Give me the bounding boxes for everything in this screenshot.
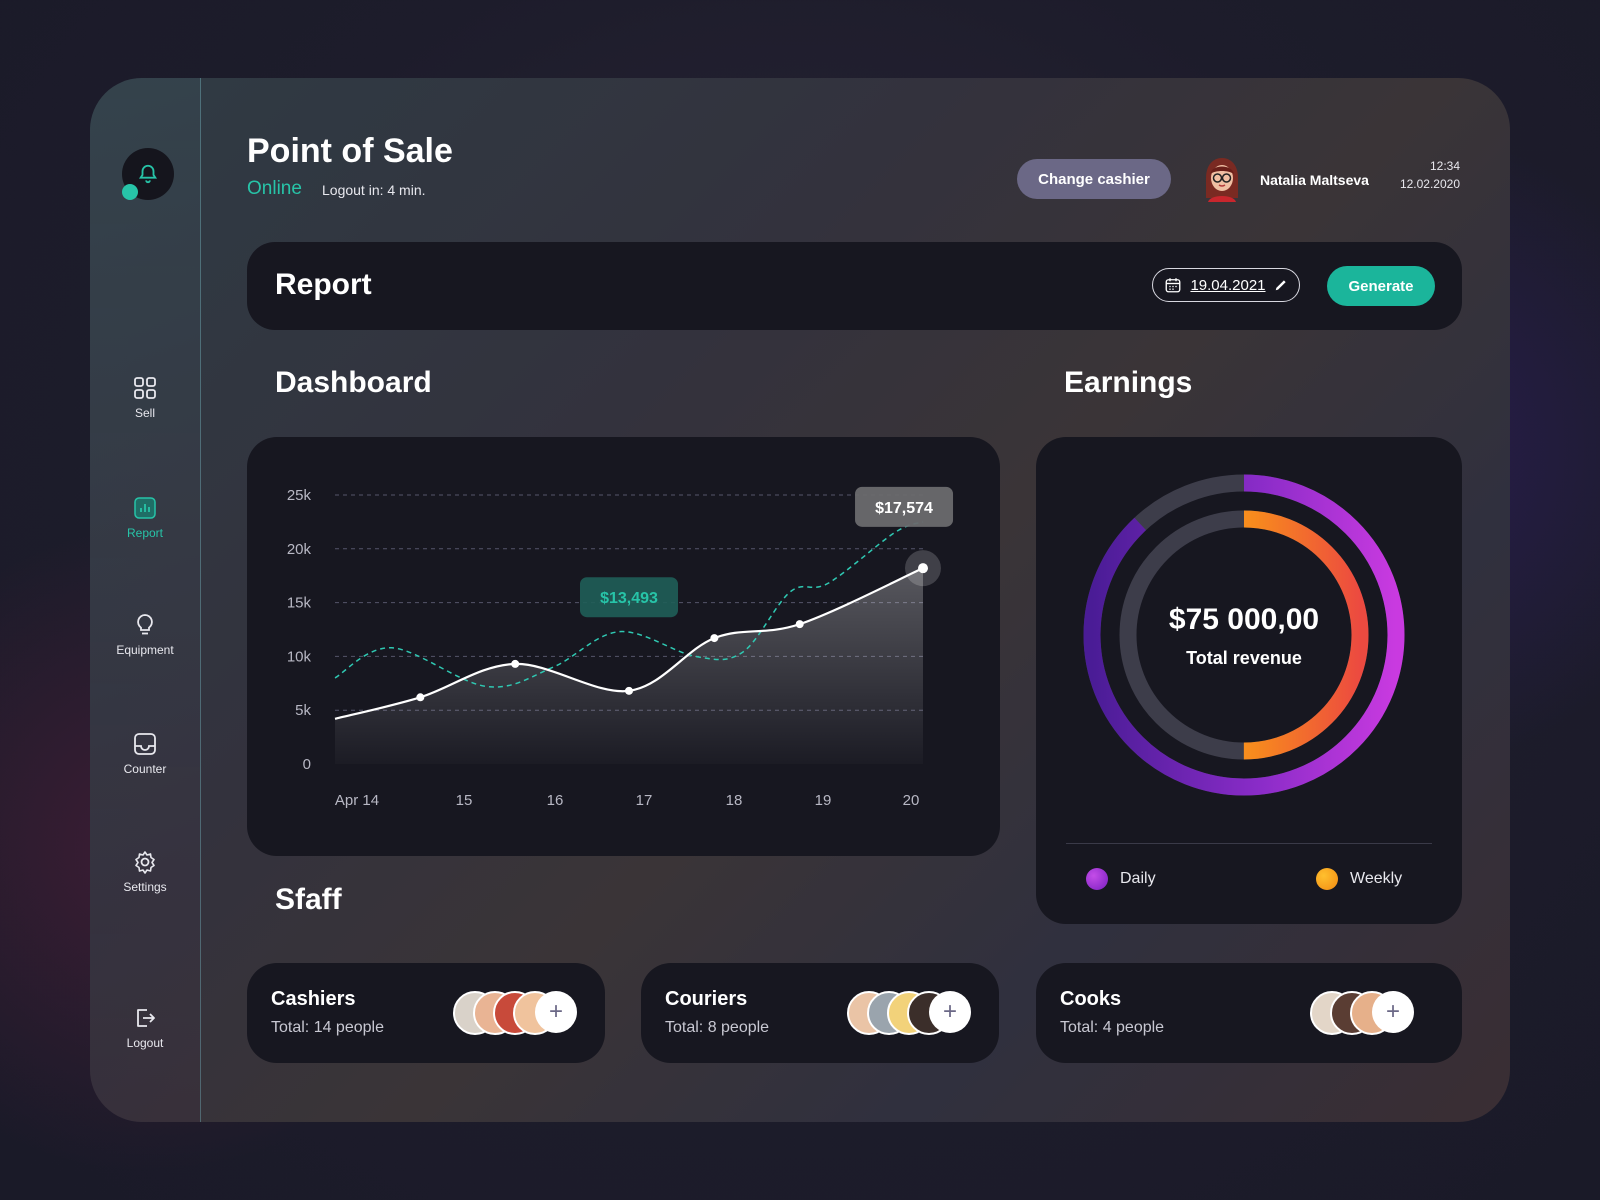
staff-card-cooks[interactable]: Cooks Total: 4 people + — [1036, 963, 1462, 1063]
sidebar-item-label: Settings — [123, 880, 167, 894]
date-picker[interactable]: 19.04.2021 — [1152, 268, 1300, 302]
sidebar: Sell Report Equipment Counter — [90, 78, 201, 1122]
staff-card-cashiers[interactable]: Cashiers Total: 14 people + — [247, 963, 605, 1063]
staff-group-total: Total: 14 people — [271, 1019, 384, 1036]
logout-icon — [137, 1009, 155, 1027]
add-staff-button[interactable]: + — [929, 991, 971, 1033]
avatar-stack: + — [847, 991, 977, 1035]
app-window: Sell Report Equipment Counter — [90, 78, 1510, 1122]
user-name: Natalia Maltseva — [1260, 172, 1369, 188]
y-tick-label: 5k — [295, 702, 311, 719]
staff-group-name: Couriers — [665, 988, 748, 1010]
divider — [1066, 843, 1432, 844]
report-title: Report — [275, 268, 372, 301]
sidebar-item-label: Report — [126, 526, 164, 540]
clock-date: 12.02.2020 — [1399, 177, 1460, 191]
data-point — [918, 563, 928, 574]
sidebar-item-counter[interactable]: Counter — [90, 732, 200, 776]
x-tick-label: 19 — [815, 792, 832, 809]
earnings-card: $75 000,00 Total revenue Daily Weekly — [1036, 437, 1462, 924]
staff-group-name: Cooks — [1060, 988, 1122, 1010]
gear-icon — [135, 851, 155, 874]
grid-icon — [134, 377, 156, 399]
tooltip-box — [580, 577, 678, 618]
legend-weekly-label: Weekly — [1350, 870, 1403, 887]
sidebar-item-settings[interactable]: Settings — [90, 850, 200, 894]
staff-group-name: Cashiers — [271, 988, 356, 1010]
add-staff-button[interactable]: + — [1372, 991, 1414, 1033]
y-tick-label: 20k — [287, 541, 312, 558]
logout-timer: Logout in: 4 min. — [322, 182, 426, 198]
x-tick-label: Apr 14 — [335, 792, 379, 809]
dashboard-title: Dashboard — [275, 366, 432, 399]
y-tick-label: 15k — [287, 595, 312, 612]
bell-icon — [138, 164, 158, 184]
y-tick-label: 10k — [287, 648, 312, 665]
generate-button[interactable]: Generate — [1327, 266, 1435, 306]
x-tick-label: 18 — [726, 792, 743, 809]
sidebar-item-sell[interactable]: Sell — [90, 376, 200, 420]
tray-icon — [134, 733, 156, 755]
legend-weekly: Weekly — [1316, 868, 1402, 890]
calendar-icon — [1166, 278, 1181, 293]
avatar-stack: + — [1310, 991, 1440, 1035]
series-area — [335, 568, 923, 764]
earnings-donut: $75 000,00 Total revenue — [1083, 474, 1405, 796]
avatar-stack: + — [453, 991, 583, 1035]
total-amount: $75 000,00 — [1169, 603, 1319, 636]
notifications-button[interactable] — [122, 148, 174, 200]
earnings-title: Earnings — [1064, 366, 1193, 399]
sidebar-item-label: Sell — [134, 406, 155, 420]
sidebar-item-label: Logout — [126, 1036, 164, 1050]
y-tick-label: 25k — [287, 487, 312, 504]
add-staff-button[interactable]: + — [535, 991, 577, 1033]
daily-arc — [1083, 474, 1405, 796]
report-bar: Report 19.04.2021 Generate — [247, 242, 1462, 330]
x-tick-label: 20 — [903, 792, 920, 809]
x-tick-label: 15 — [456, 792, 473, 809]
sidebar-item-label: Counter — [123, 762, 167, 776]
page-title: Point of Sale — [247, 132, 453, 170]
sidebar-item-report[interactable]: Report — [90, 496, 200, 540]
staff-group-total: Total: 8 people — [665, 1019, 770, 1036]
legend-swatch-weekly — [1316, 868, 1338, 890]
dashboard-chart-card: 25k 20k 15k 10k 5k 0 Apr 14 15 16 17 18 19 20 $13,493… — [247, 437, 1000, 856]
clock: 12:34 12.02.2020 — [1400, 157, 1460, 193]
data-point — [710, 634, 719, 643]
tooltip-box — [855, 486, 954, 527]
weekly-arc — [1119, 510, 1369, 760]
lightbulb-icon — [137, 614, 153, 635]
pencil-icon — [1275, 280, 1286, 291]
online-indicator — [122, 184, 138, 200]
tooltip-label: $17,574 — [875, 500, 933, 517]
data-point — [625, 686, 633, 695]
x-tick-label: 16 — [547, 792, 564, 809]
bar-chart-icon — [134, 497, 156, 519]
data-point — [511, 659, 520, 668]
sidebar-item-equipment[interactable]: Equipment — [90, 613, 200, 657]
legend-daily-label: Daily — [1120, 870, 1156, 887]
staff-group-total: Total: 4 people — [1060, 1019, 1165, 1036]
staff-title: Sfaff — [275, 883, 342, 916]
total-caption: Total revenue — [1186, 648, 1302, 668]
change-cashier-button[interactable]: Change cashier — [1017, 159, 1171, 199]
clock-time: 12:34 — [1429, 159, 1460, 173]
data-point — [416, 693, 425, 702]
report-date: 19.04.2021 — [1190, 276, 1266, 294]
y-tick-label: 0 — [303, 756, 311, 773]
sidebar-item-label: Equipment — [116, 643, 174, 657]
staff-card-couriers[interactable]: Couriers Total: 8 people + — [641, 963, 999, 1063]
x-tick-label: 17 — [636, 792, 653, 809]
data-point — [795, 620, 804, 629]
sidebar-item-logout[interactable]: Logout — [90, 1006, 200, 1050]
status-text: Online — [247, 178, 302, 199]
legend-daily: Daily — [1086, 868, 1156, 890]
tooltip-label: $13,493 — [600, 590, 658, 607]
line-chart: 25k 20k 15k 10k 5k 0 Apr 14 15 16 17 18 19 20 $13,493… — [287, 486, 954, 809]
series-line-dashed — [334, 521, 924, 688]
legend-swatch-daily — [1086, 868, 1108, 890]
avatar[interactable] — [1200, 154, 1244, 202]
